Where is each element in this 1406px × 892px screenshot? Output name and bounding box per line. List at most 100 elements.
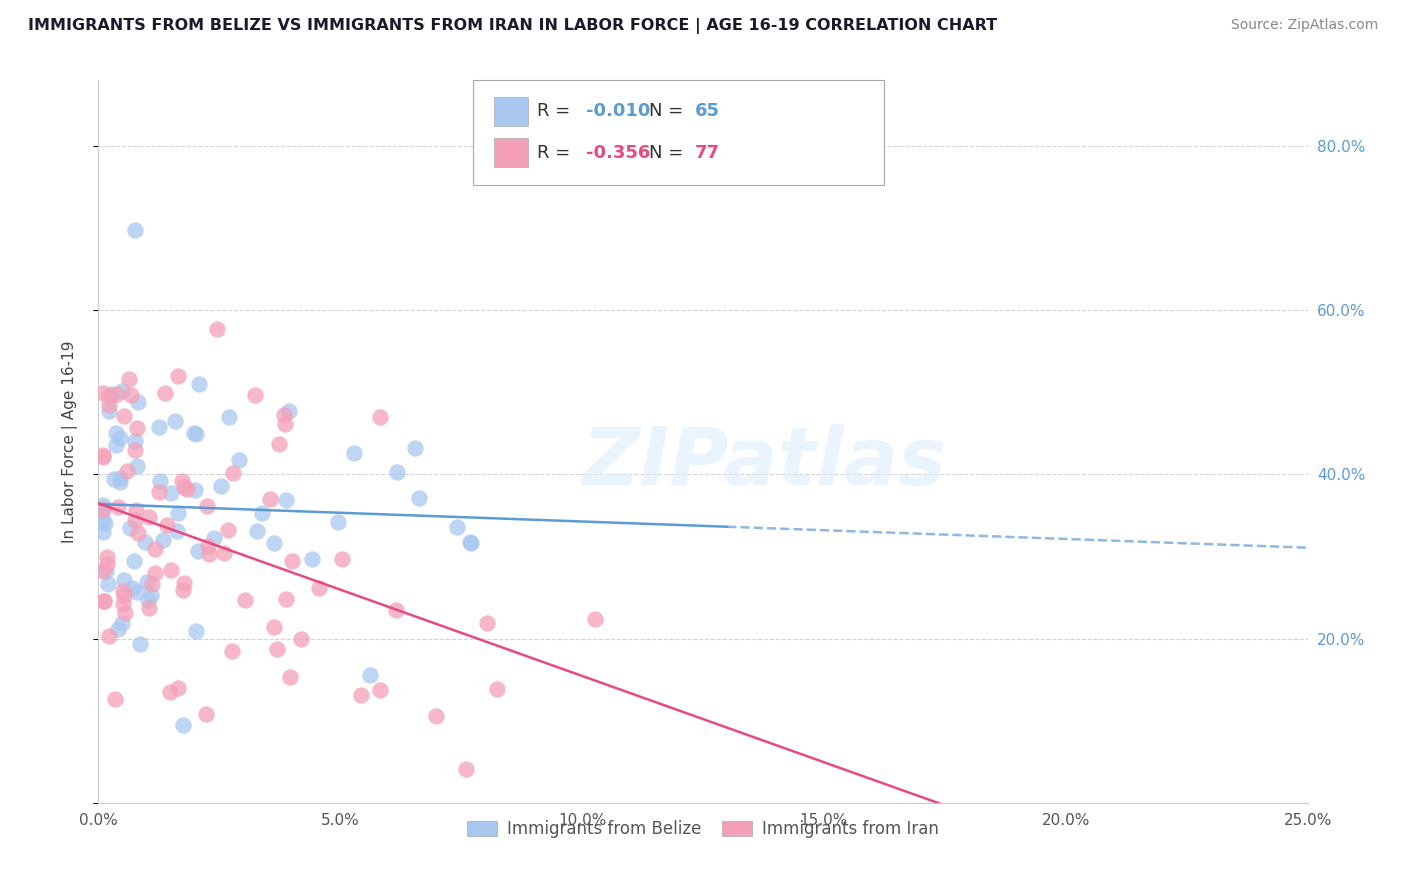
Point bbox=[155, 385, 177, 400]
Point bbox=[460, 536, 482, 550]
Point bbox=[138, 509, 160, 524]
Point bbox=[173, 480, 195, 494]
Point bbox=[368, 682, 391, 697]
Point bbox=[195, 707, 218, 722]
Point bbox=[108, 475, 131, 490]
Point bbox=[149, 474, 172, 488]
Point bbox=[107, 500, 129, 514]
Point bbox=[290, 632, 312, 647]
Point bbox=[197, 539, 219, 553]
Point bbox=[301, 552, 323, 566]
Point bbox=[385, 602, 408, 616]
Point bbox=[172, 718, 194, 732]
Point bbox=[308, 581, 330, 595]
Point bbox=[277, 404, 299, 418]
Point bbox=[267, 437, 290, 451]
Point bbox=[197, 547, 219, 561]
Point bbox=[139, 588, 162, 602]
FancyBboxPatch shape bbox=[474, 80, 884, 185]
Point bbox=[125, 585, 148, 599]
Point bbox=[98, 404, 121, 418]
Text: -0.356: -0.356 bbox=[586, 144, 650, 161]
Point bbox=[112, 590, 135, 604]
Point bbox=[176, 482, 198, 496]
Point bbox=[138, 601, 160, 615]
Point bbox=[93, 500, 115, 515]
Point bbox=[408, 491, 430, 505]
Point bbox=[112, 409, 135, 424]
Point bbox=[259, 492, 281, 507]
Point bbox=[105, 426, 128, 441]
Point bbox=[184, 483, 207, 497]
Point bbox=[233, 592, 256, 607]
Point bbox=[350, 688, 373, 702]
Point bbox=[425, 709, 447, 723]
Point bbox=[103, 472, 125, 486]
Point bbox=[136, 575, 159, 590]
Text: IMMIGRANTS FROM BELIZE VS IMMIGRANTS FROM IRAN IN LABOR FORCE | AGE 16-19 CORREL: IMMIGRANTS FROM BELIZE VS IMMIGRANTS FRO… bbox=[28, 18, 997, 34]
Point bbox=[276, 492, 298, 507]
Point bbox=[159, 685, 181, 699]
Point bbox=[217, 524, 239, 538]
Point bbox=[129, 637, 152, 651]
Point bbox=[107, 623, 129, 637]
Point bbox=[91, 503, 114, 517]
Point bbox=[273, 408, 295, 422]
Point bbox=[166, 368, 188, 383]
Point bbox=[160, 563, 183, 577]
Point bbox=[152, 533, 174, 547]
Text: 65: 65 bbox=[695, 103, 720, 120]
Point bbox=[385, 465, 408, 479]
Point bbox=[278, 670, 301, 684]
Point bbox=[160, 485, 183, 500]
Point bbox=[114, 606, 136, 620]
Point bbox=[101, 387, 124, 401]
Point bbox=[266, 641, 288, 656]
Point bbox=[138, 592, 160, 607]
Point bbox=[127, 526, 149, 541]
Point bbox=[120, 388, 142, 402]
Point bbox=[583, 612, 606, 626]
Point bbox=[166, 524, 188, 538]
Point bbox=[330, 551, 353, 566]
Point bbox=[263, 620, 285, 634]
Point bbox=[188, 377, 211, 392]
Point bbox=[124, 223, 146, 237]
Point bbox=[250, 506, 273, 520]
Point bbox=[94, 516, 117, 531]
Point bbox=[209, 479, 232, 493]
Point bbox=[454, 762, 477, 776]
Point bbox=[148, 420, 170, 434]
Point bbox=[91, 386, 114, 401]
Point bbox=[475, 615, 498, 630]
Point bbox=[368, 410, 391, 425]
Point bbox=[108, 471, 131, 485]
Point bbox=[93, 498, 115, 512]
Point bbox=[172, 582, 194, 597]
Point bbox=[202, 531, 225, 545]
Text: ZIPatlas: ZIPatlas bbox=[581, 425, 946, 502]
Point bbox=[195, 500, 218, 514]
Point bbox=[91, 450, 114, 464]
Point bbox=[134, 535, 156, 549]
Point bbox=[112, 574, 135, 588]
Point bbox=[105, 386, 128, 401]
Point bbox=[183, 425, 205, 440]
Text: N =: N = bbox=[648, 103, 689, 120]
Point bbox=[97, 577, 120, 591]
Point bbox=[127, 395, 149, 409]
Point bbox=[184, 427, 207, 442]
Point bbox=[94, 564, 117, 578]
Point bbox=[218, 410, 240, 425]
Point bbox=[486, 681, 509, 696]
Point bbox=[281, 554, 304, 568]
Point bbox=[118, 372, 141, 386]
Point bbox=[170, 475, 193, 489]
Point bbox=[187, 544, 209, 558]
Point bbox=[91, 514, 114, 528]
Text: Source: ZipAtlas.com: Source: ZipAtlas.com bbox=[1230, 18, 1378, 32]
Point bbox=[404, 441, 426, 455]
Point bbox=[124, 513, 146, 527]
Point bbox=[173, 576, 195, 591]
Point bbox=[221, 644, 243, 658]
